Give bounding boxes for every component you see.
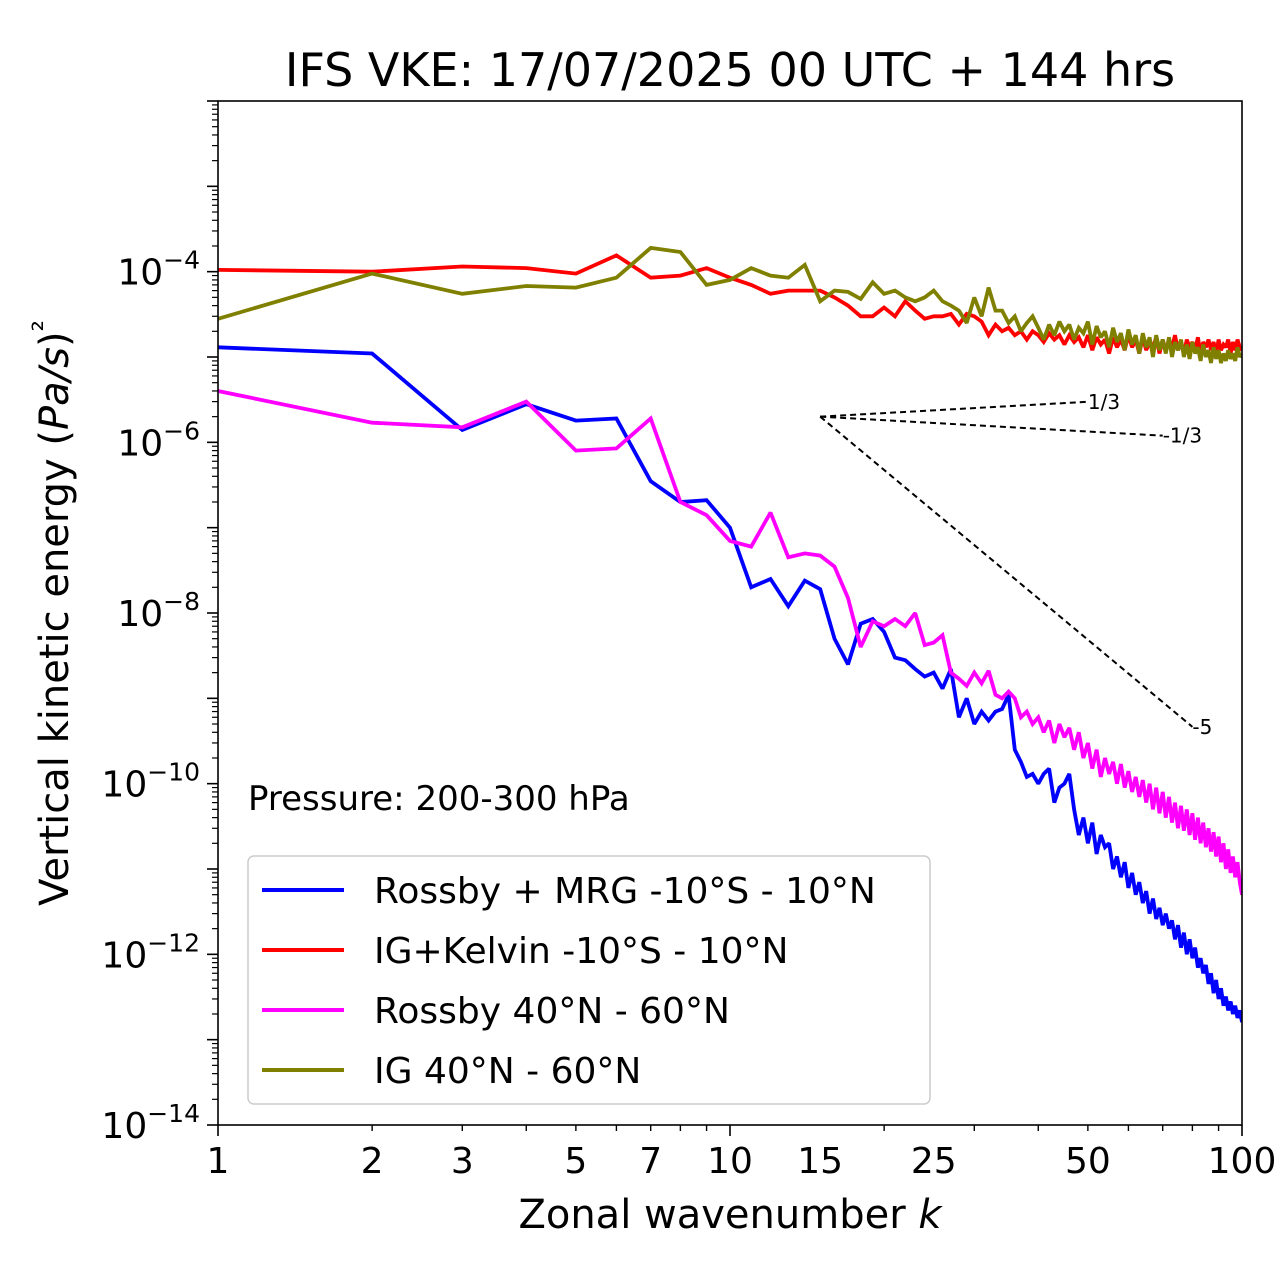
legend-label-2: IG+Kelvin -10°S - 10°N [374,931,788,972]
y-tick-label: 10−4 [117,246,200,294]
reference-slope-label-3: -5 [1192,715,1212,739]
reference-slope-line-1 [820,400,1088,418]
reference-slope-line-3 [819,415,1194,728]
pressure-annotation: Pressure: 200-300 hPa [248,779,630,819]
y-tick-label: 10−14 [101,1099,200,1147]
legend-label-1: Rossby + MRG -10°S - 10°N [374,871,876,912]
x-tick-label: 7 [639,1141,662,1182]
x-tick-label: 2 [361,1141,384,1182]
series-line-4 [218,245,1242,364]
x-tick-label: 50 [1065,1141,1111,1182]
x-axis: 1 2 3 5 7 10 15 25 50 100 [207,1125,1277,1182]
reference-slope-line-2 [820,415,1163,437]
legend-label-4: IG 40°N - 60°N [374,1051,641,1092]
x-tick-label: 100 [1208,1141,1277,1182]
chart-title: IFS VKE: 17/07/2025 00 UTC + 144 hrs [285,43,1175,97]
legend-label-3: Rossby 40°N - 60°N [374,991,730,1032]
legend-box [247,855,931,1105]
x-tick-label: 25 [911,1141,957,1182]
x-tick-label: 5 [564,1141,587,1182]
y-tick-label: 10−10 [101,758,200,806]
legend: Rossby + MRG -10°S - 10°N IG+Kelvin -10°S… [247,855,931,1105]
y-tick-label: 10−6 [117,416,200,464]
x-tick-label: 10 [707,1141,753,1182]
y-tick-label: 10−8 [117,587,200,635]
series-line-3 [218,389,1242,896]
y-tick-label: 10−12 [101,928,200,976]
series-layer [218,245,1242,1023]
x-axis-label: Zonal wavenumber k [518,1192,943,1238]
y-axis: 10−4 10−6 10−8 10−10 10−12 10−14 [101,100,218,1147]
y-axis-label: Vertical kinetic energy (Pa/s)² [26,320,78,906]
reference-slope-layer: 1/3 -1/3 -5 [819,390,1212,739]
x-tick-label: 3 [451,1141,474,1182]
x-tick-label: 1 [207,1141,230,1182]
x-tick-label: 15 [797,1141,843,1182]
series-line-1 [218,345,1242,1023]
reference-slope-label-2: -1/3 [1163,424,1202,448]
reference-slope-label-1: 1/3 [1088,390,1120,414]
